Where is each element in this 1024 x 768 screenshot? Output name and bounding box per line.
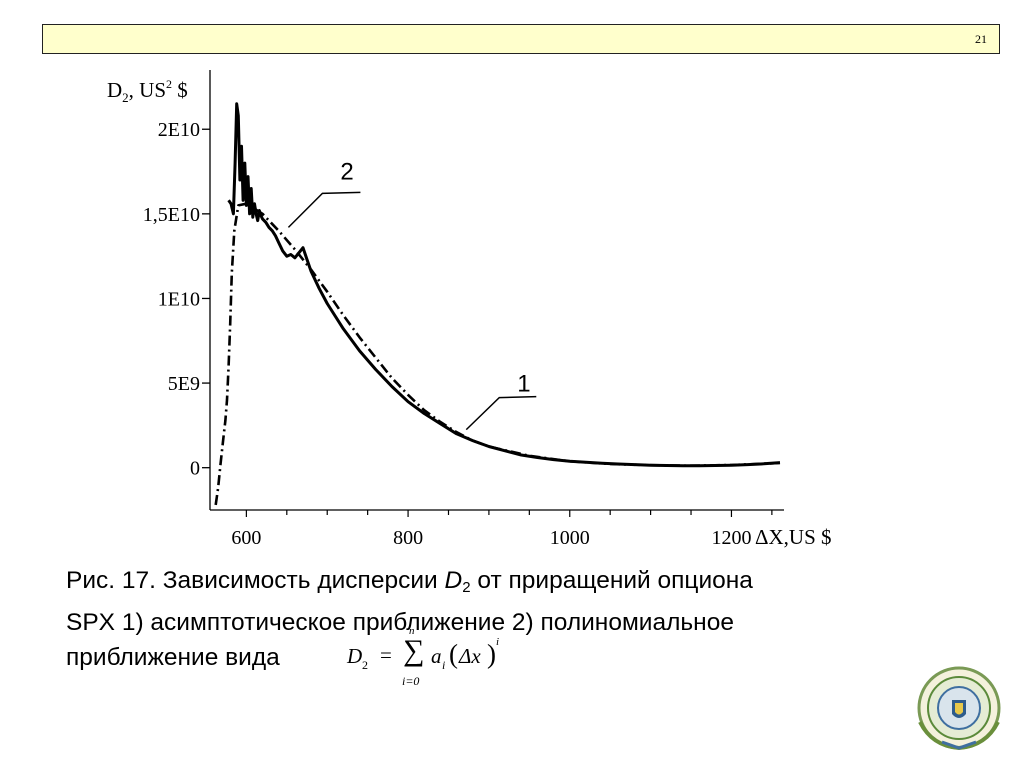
annotation-2-label: 2 bbox=[340, 158, 353, 185]
caption-line-2: SPX 1) асимптотическое приближение 2) по… bbox=[66, 609, 734, 636]
annotation-1-label: 1 bbox=[517, 371, 530, 398]
y-tick-label: 5E9 bbox=[168, 373, 200, 395]
annotation-2-leader bbox=[287, 191, 361, 228]
formula-sum-upper: n bbox=[409, 625, 415, 637]
formula-lhs-sub: 2 bbox=[362, 658, 368, 672]
x-tick-label: 1200 bbox=[711, 527, 751, 549]
formula-equals: = bbox=[380, 643, 392, 667]
series-1-line bbox=[227, 102, 781, 468]
chart-series bbox=[214, 102, 781, 506]
series-2-line bbox=[214, 202, 781, 506]
caption-line-3: приближение вида bbox=[66, 644, 280, 671]
y-axis-label: D2, US2 $ bbox=[107, 77, 188, 105]
formula-coef-sub: i bbox=[442, 658, 446, 672]
x-tick-label: 800 bbox=[393, 527, 423, 549]
formula-coef: a bbox=[431, 644, 442, 668]
annotation-1-leader bbox=[465, 395, 537, 431]
figure-caption: Рис. 17. Зависимость дисперсии D2 от при… bbox=[66, 563, 966, 675]
page-number: 21 bbox=[975, 32, 987, 46]
chart-axes bbox=[209, 70, 784, 511]
formula-lhs: D bbox=[347, 644, 363, 668]
x-axis-label: ΔX,US $ bbox=[755, 525, 832, 549]
polynomial-formula: D 2 = ∑ n i=0 a i ( Δx ) i bbox=[345, 625, 525, 694]
y-tick-label: 0 bbox=[190, 458, 200, 480]
formula-delta-x: Δx bbox=[459, 644, 481, 668]
x-tick-label: 600 bbox=[231, 527, 261, 549]
chart-ticks: 0 5E9 1E10 1,5E10 2E10 600 800 1000 1200 bbox=[143, 119, 773, 549]
university-seal-logo bbox=[917, 666, 1001, 751]
formula-sum-symbol: ∑ bbox=[403, 634, 425, 667]
formula-paren-open: ( bbox=[449, 639, 458, 669]
formula-power: i bbox=[496, 636, 500, 648]
y-tick-label: 1,5E10 bbox=[143, 204, 200, 226]
formula-sum-lower: i=0 bbox=[402, 674, 420, 688]
x-tick-label: 1000 bbox=[550, 527, 590, 549]
chart-annotations: 21 bbox=[287, 158, 537, 431]
formula-paren-close: ) bbox=[487, 639, 496, 669]
slide-header-bar: 21 bbox=[42, 24, 1000, 54]
caption-line-1: Рис. 17. Зависимость дисперсии D2 от при… bbox=[66, 567, 753, 596]
y-tick-label: 2E10 bbox=[158, 119, 200, 141]
y-tick-label: 1E10 bbox=[158, 288, 200, 310]
